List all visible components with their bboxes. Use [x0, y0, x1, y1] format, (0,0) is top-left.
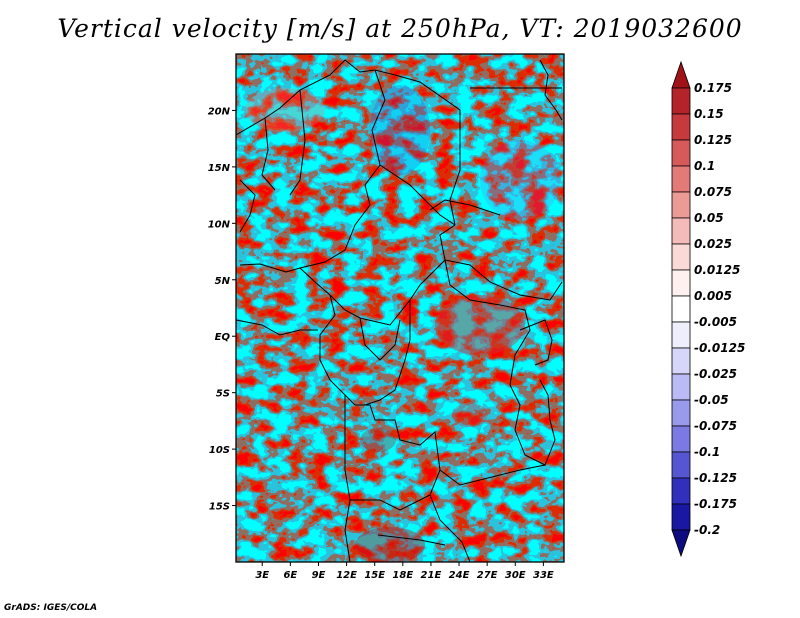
colorbar-swatch — [671, 373, 691, 401]
colorbar-swatch — [671, 87, 691, 115]
colorbar-swatch — [671, 425, 691, 453]
colorbar-label: 0.025 — [694, 237, 732, 251]
y-tick-label: EQ — [215, 332, 231, 343]
colorbar-swatch — [671, 477, 691, 505]
x-tick-label: 15E — [364, 570, 385, 581]
colorbar-label: -0.005 — [694, 315, 737, 329]
colorbar: 0.175 0.15 0.125 0.1 0.075 0.05 0.025 0.0125 0.0… — [671, 60, 745, 558]
colorbar-swatch — [671, 529, 691, 558]
colorbar-label: 0.175 — [694, 81, 732, 95]
colorbar-label: 0.1 — [694, 159, 715, 173]
colorbar-label: 0.075 — [694, 185, 732, 199]
chart-title: Vertical velocity [m/s] at 250hPa, VT: 2… — [57, 14, 743, 43]
x-tick-label: 27E — [477, 570, 498, 581]
colorbar-label: -0.075 — [694, 419, 737, 433]
colorbar-swatch — [671, 191, 691, 219]
y-tick-label: 10S — [209, 445, 230, 456]
colorbar-label: 0.125 — [694, 133, 732, 147]
colorbar-label: -0.175 — [694, 497, 737, 511]
colorbar-label: -0.1 — [694, 445, 720, 459]
y-tick-label: 15S — [209, 502, 230, 513]
colorbar-swatch — [671, 451, 691, 479]
colorbar-swatch — [671, 503, 691, 531]
colorbar-swatch — [671, 113, 691, 141]
velocity-field — [236, 54, 564, 562]
x-tick-label: 3E — [255, 570, 269, 581]
x-axis: 3E 6E 9E 12E 15E 18E 21E 24E 27E 30E 33E — [255, 562, 554, 581]
plot-frame — [235, 53, 565, 563]
colorbar-swatch — [671, 399, 691, 427]
colorbar-swatch — [671, 139, 691, 167]
colorbar-label: 0.0125 — [694, 263, 740, 277]
x-tick-label: 33E — [533, 570, 554, 581]
x-tick-label: 12E — [336, 570, 357, 581]
credit-label: GrADS: IGES/COLA — [4, 603, 98, 613]
x-tick-label: 21E — [421, 570, 442, 581]
colorbar-swatch — [671, 60, 691, 89]
colorbar-swatch — [671, 165, 691, 193]
colorbar-label: -0.0125 — [694, 341, 745, 355]
colorbar-label: -0.125 — [694, 471, 737, 485]
y-tick-label: 15N — [208, 163, 231, 174]
x-tick-label: 6E — [283, 570, 297, 581]
colorbar-swatch — [671, 269, 691, 297]
colorbar-swatch — [671, 295, 691, 323]
colorbar-label: 0.15 — [694, 107, 724, 121]
colorbar-swatch — [671, 347, 691, 375]
colorbar-label: -0.2 — [694, 523, 720, 537]
colorbar-swatch — [671, 217, 691, 245]
y-axis: 20N 15N 10N 5N EQ 5S 10S 15S — [208, 106, 236, 513]
y-tick-label: 10N — [208, 219, 231, 230]
x-tick-label: 24E — [449, 570, 470, 581]
x-tick-label: 18E — [392, 570, 413, 581]
colorbar-swatch — [671, 321, 691, 349]
colorbar-swatch — [671, 243, 691, 271]
y-tick-label: 5N — [215, 276, 231, 287]
colorbar-label: -0.025 — [694, 367, 737, 381]
country-borders — [236, 59, 563, 562]
colorbar-label: 0.005 — [694, 289, 732, 303]
y-tick-label: 20N — [208, 106, 231, 117]
x-tick-label: 9E — [312, 570, 326, 581]
x-tick-label: 30E — [505, 570, 526, 581]
colorbar-label: -0.05 — [694, 393, 729, 407]
y-tick-label: 5S — [216, 389, 230, 400]
colorbar-label: 0.05 — [694, 211, 724, 225]
